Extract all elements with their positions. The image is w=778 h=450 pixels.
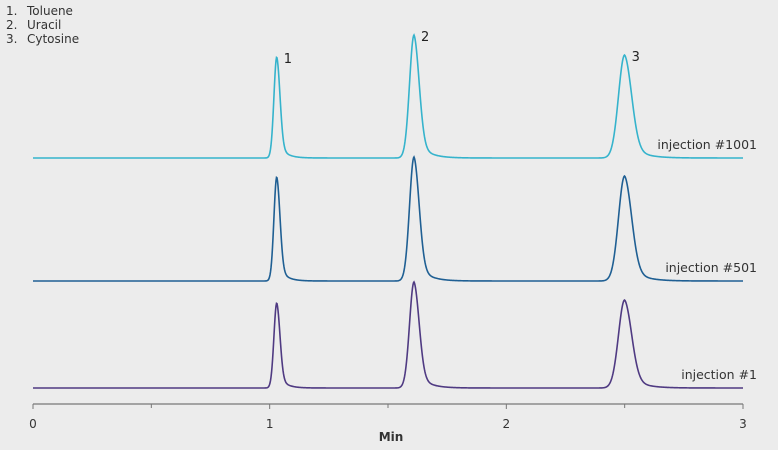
trace-label: injection #501 bbox=[665, 260, 757, 275]
legend-item-cytosine: 3. Cytosine bbox=[6, 32, 80, 46]
x-tick-label: 3 bbox=[739, 417, 747, 431]
trace-label: injection #1 bbox=[681, 367, 757, 382]
x-tick-label: 1 bbox=[266, 417, 274, 431]
trace-labels: injection #1001 injection #501 injection #… bbox=[657, 137, 757, 382]
peak-label-3: 3 bbox=[632, 50, 640, 65]
chromatogram-traces bbox=[33, 33, 743, 389]
trace-injection-1001 bbox=[33, 33, 743, 159]
x-tick-label: 0 bbox=[29, 417, 37, 431]
x-axis: 0 1 2 3 bbox=[29, 403, 747, 431]
x-axis-title: Min bbox=[379, 430, 404, 444]
peak-labels: 1 2 3 bbox=[284, 30, 640, 67]
x-tick-label: 2 bbox=[503, 417, 511, 431]
legend-item-toluene: 1. Toluene bbox=[6, 4, 73, 18]
trace-injection-1 bbox=[33, 280, 743, 389]
trace-injection-501 bbox=[33, 155, 743, 282]
peak-label-1: 1 bbox=[284, 52, 292, 67]
peak-label-2: 2 bbox=[421, 30, 429, 45]
trace-label: injection #1001 bbox=[657, 137, 757, 152]
chart-legend: 1. Toluene 2. Uracil 3. Cytosine bbox=[6, 4, 79, 46]
legend-item-uracil: 2. Uracil bbox=[6, 18, 62, 32]
